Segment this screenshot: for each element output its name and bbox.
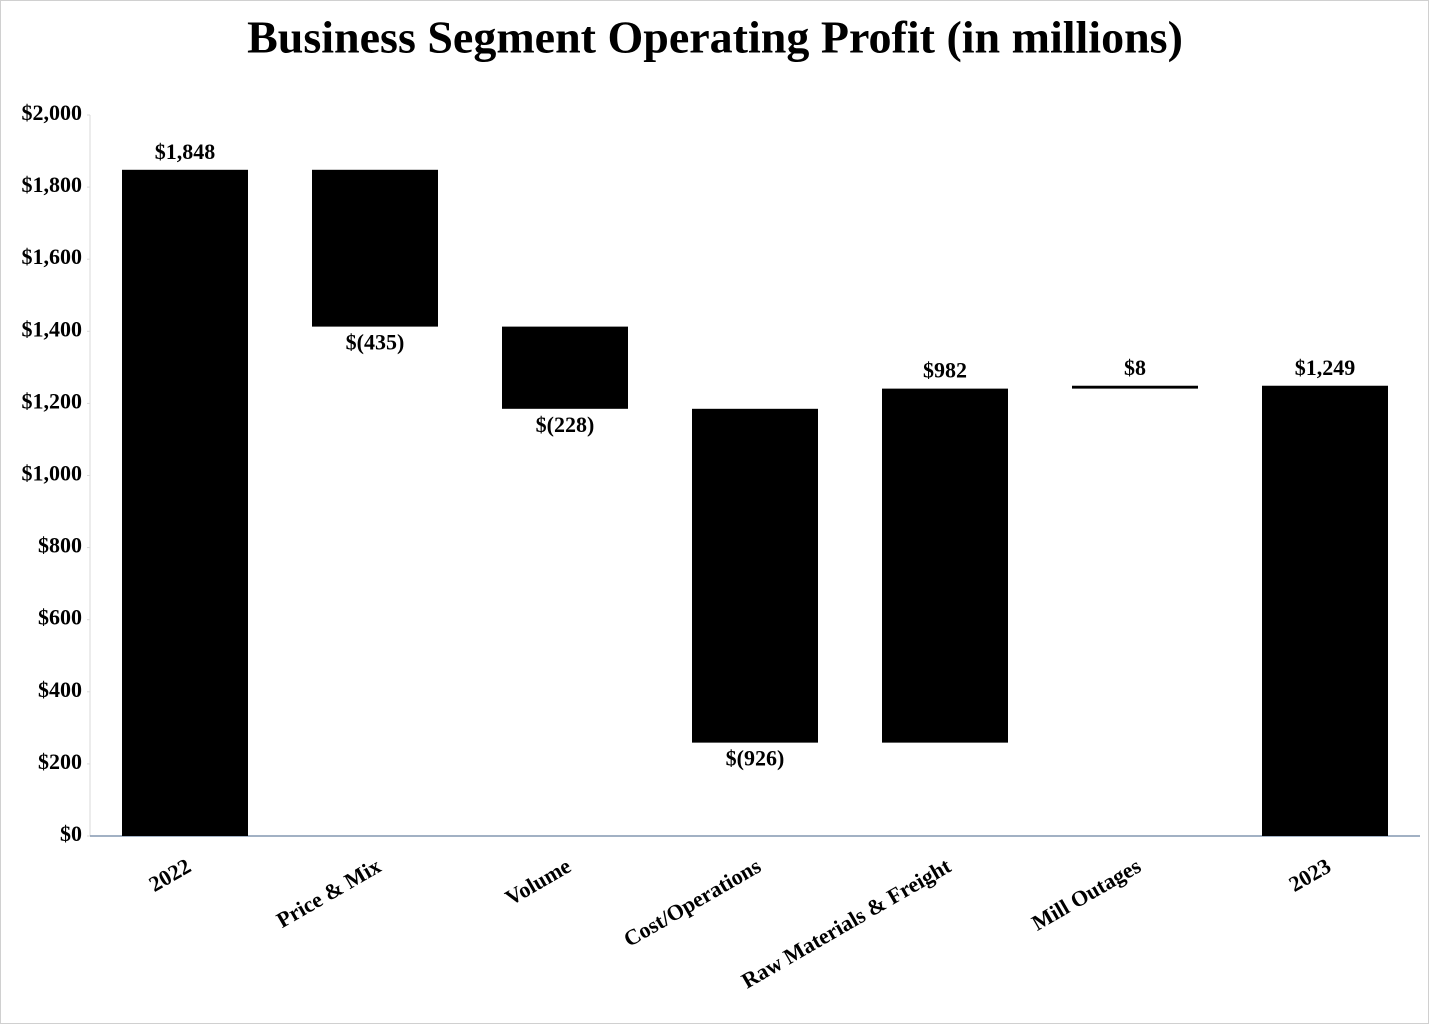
y-tick-label: $1,400 (22, 316, 83, 341)
y-tick-label: $0 (60, 821, 82, 846)
value-label: $982 (923, 358, 967, 383)
chart-title: Business Segment Operating Profit (in mi… (247, 12, 1183, 63)
value-label: $(228) (536, 412, 595, 437)
y-tick-label: $1,000 (22, 461, 83, 486)
bar (1072, 385, 1198, 389)
y-tick-label: $400 (38, 677, 82, 702)
bar (312, 169, 438, 327)
bar (692, 408, 818, 743)
y-tick-label: $600 (38, 605, 82, 630)
bar (122, 169, 248, 836)
y-tick-label: $1,600 (22, 244, 83, 269)
y-tick-label: $2,000 (22, 100, 83, 125)
value-label: $(435) (346, 330, 405, 355)
y-tick-label: $800 (38, 533, 82, 558)
bar (882, 388, 1008, 743)
y-tick-label: $1,800 (22, 172, 83, 197)
value-label: $(926) (726, 746, 785, 771)
y-tick-label: $200 (38, 749, 82, 774)
value-label: $1,848 (155, 139, 216, 164)
value-label: $8 (1124, 355, 1146, 380)
bar (502, 326, 628, 409)
value-label: $1,249 (1295, 355, 1356, 380)
y-tick-label: $1,200 (22, 388, 83, 413)
bar (1262, 385, 1388, 836)
